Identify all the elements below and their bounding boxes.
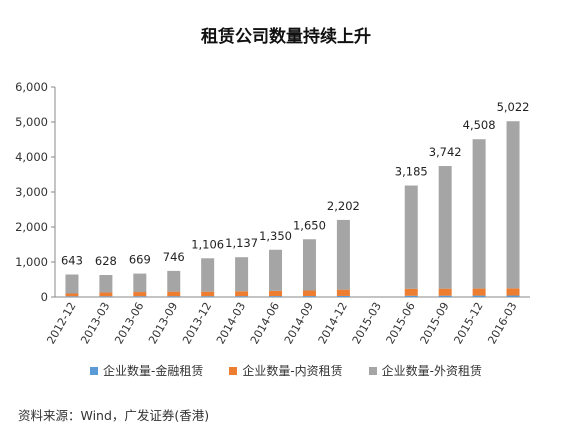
legend-swatch [89, 366, 98, 375]
data-label: 1,106 [191, 237, 224, 251]
bar-segment [336, 219, 350, 290]
legend-label: 企业数量-金融租赁 [102, 364, 204, 378]
bar-segment [438, 288, 452, 296]
data-label: 1,137 [225, 236, 258, 250]
x-tick-label: 2013-03 [78, 300, 112, 346]
y-tick-label: 2,000 [15, 220, 48, 234]
x-tick-label: 2013-06 [112, 300, 146, 346]
bar-segment [133, 296, 147, 297]
bar-segment [269, 296, 283, 297]
data-label: 746 [163, 250, 185, 264]
data-label: 628 [95, 254, 117, 268]
bar-segment [472, 295, 486, 297]
axes: 0 1,000 2,000 3,000 4,000 5,000 6,000 [15, 80, 530, 304]
bar-segment [302, 290, 316, 297]
bar-segment [65, 293, 79, 297]
bar-segment [201, 258, 215, 292]
bar-segment [302, 296, 316, 297]
legend-label: 企业数量-内资租赁 [242, 364, 343, 378]
data-label: 3,742 [429, 145, 462, 159]
x-tick-label: 2012-12 [44, 300, 78, 346]
bar-segment [269, 290, 283, 297]
x-tick-label: 2016-03 [485, 300, 519, 346]
legend-item: 企业数量-内资租赁 [229, 362, 343, 379]
x-tick-label: 2014-06 [248, 300, 282, 346]
data-label: 2,202 [327, 199, 360, 213]
y-tick-label: 4,000 [15, 150, 48, 164]
data-label: 669 [129, 253, 151, 267]
x-tick-label: 2014-09 [282, 300, 316, 346]
bar-segment [404, 295, 418, 297]
y-tick-label: 3,000 [15, 185, 48, 199]
bar-segment [99, 275, 113, 293]
x-tick-label: 2014-12 [316, 300, 350, 346]
bar-segment [269, 249, 283, 291]
x-tick-label: 2015-12 [451, 300, 485, 346]
data-label: 5,022 [497, 100, 530, 114]
y-tick-label: 6,000 [15, 80, 48, 94]
bar-segment [506, 295, 520, 297]
bar-segment [404, 288, 418, 296]
bar-segment [472, 139, 486, 289]
legend-swatch [229, 366, 238, 375]
legend-item: 企业数量-外资租赁 [368, 362, 483, 379]
labels: 2012-12 643 2013-03 628 2013-06 669 2013-09 746… [44, 100, 529, 346]
x-tick-label: 2013-12 [180, 300, 214, 346]
y-tick-label: 1,000 [15, 255, 48, 269]
y-tick-label: 0 [41, 290, 48, 304]
legend-label: 企业数量-外资租赁 [381, 364, 483, 378]
bar-segment [167, 291, 181, 297]
x-tick-label: 2013-09 [146, 300, 180, 346]
bar-segment [235, 257, 249, 292]
bar-segment [167, 270, 181, 292]
data-label: 4,508 [463, 118, 496, 132]
legend: 企业数量-金融租赁 企业数量-内资租赁 企业数量-外资租赁 [0, 362, 572, 379]
x-tick-label: 2015-09 [418, 300, 452, 346]
x-tick-label: 2015-06 [384, 300, 418, 346]
x-tick-label: 2014-03 [214, 300, 248, 346]
bar-segment [133, 273, 147, 293]
bar-segment [201, 296, 215, 297]
data-label: 3,185 [395, 165, 428, 179]
bar-segment [404, 185, 418, 289]
bar-segment [99, 292, 113, 297]
chart-title: 租赁公司数量持续上升 [201, 27, 371, 47]
x-tick-label: 2015-03 [350, 300, 384, 346]
data-label: 643 [61, 253, 83, 267]
data-label: 1,650 [293, 218, 326, 232]
bar-segment [99, 296, 113, 297]
legend-swatch [368, 366, 377, 375]
bar-segment [235, 296, 249, 297]
bar-segment [235, 291, 249, 297]
bar-segment [65, 274, 79, 294]
bar-segment [201, 291, 215, 297]
bar-segment [65, 296, 79, 297]
bar-segment [506, 288, 520, 296]
data-label: 1,350 [259, 229, 292, 243]
legend-item: 企业数量-金融租赁 [89, 362, 204, 379]
bar-segment [336, 295, 350, 297]
y-tick-label: 5,000 [15, 115, 48, 129]
bar-segment [438, 295, 452, 297]
bar-segment [167, 296, 181, 297]
bar-segment [506, 121, 520, 289]
bars [65, 121, 520, 297]
bar-segment [472, 288, 486, 296]
source-note: 资料来源：Wind，广发证券(香港) [18, 408, 210, 423]
bar-segment [336, 289, 350, 296]
bar-segment [302, 239, 316, 291]
bar-segment [133, 292, 147, 297]
bar-segment [438, 166, 452, 289]
